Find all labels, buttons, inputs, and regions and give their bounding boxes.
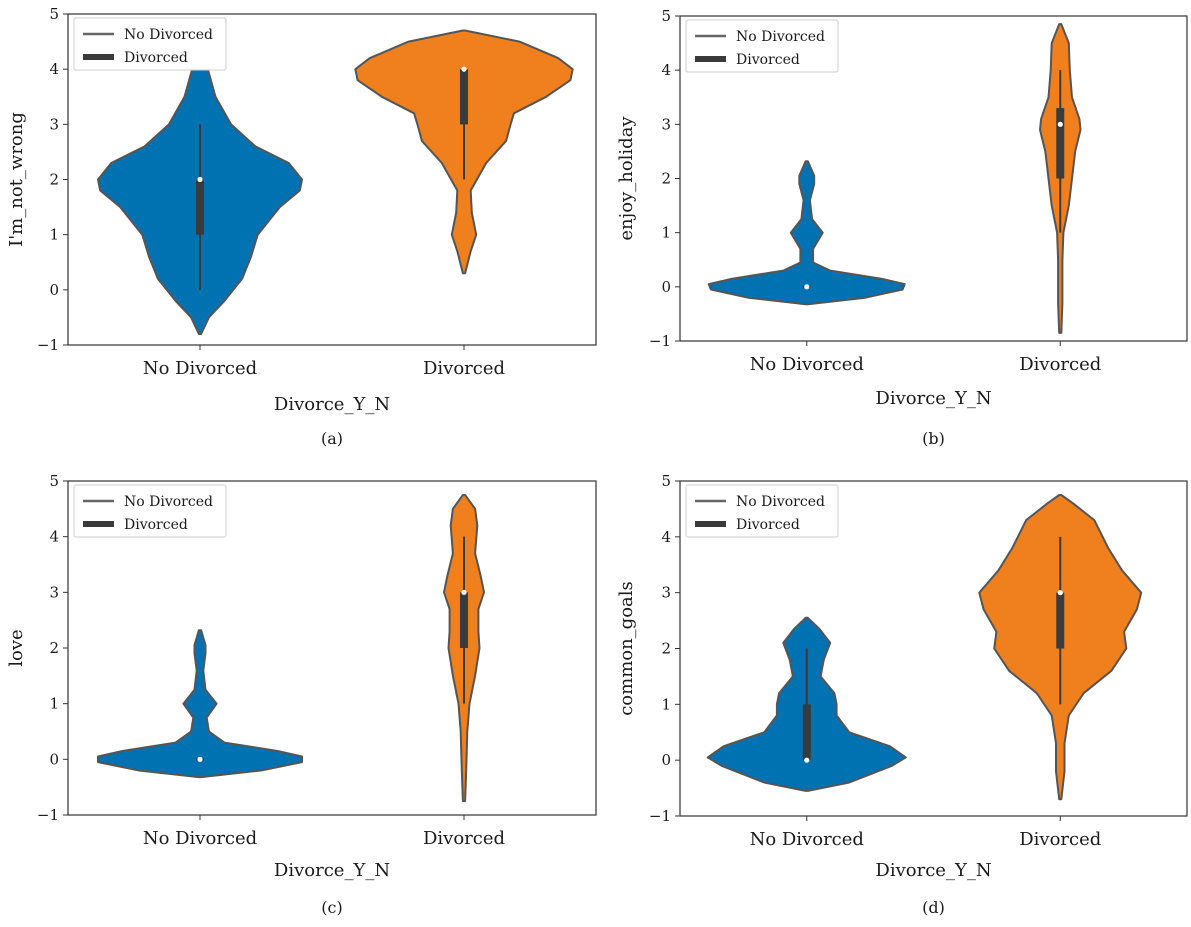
panel-caption: (c) — [321, 898, 342, 917]
legend: No Divorced Divorced — [685, 484, 839, 538]
iqr-box — [196, 179, 204, 235]
median-marker — [1057, 121, 1063, 127]
y-tick-label: 1 — [661, 224, 671, 242]
legend-label: No Divorced — [736, 29, 825, 45]
y-tick-label: 4 — [661, 528, 671, 546]
chart-panel-4: −1 0 1 2 3 4 5 No Divorced Divorced Divorce_Y_N co… — [616, 472, 1188, 917]
legend: No Divorced Divorced — [685, 19, 839, 73]
legend-label: Divorced — [124, 517, 188, 533]
y-tick-label: 3 — [661, 584, 671, 602]
y-tick-label: 5 — [49, 5, 59, 23]
y-tick-label: 3 — [49, 583, 59, 601]
y-tick-label: 1 — [49, 226, 59, 244]
iqr-box — [460, 69, 468, 125]
y-tick-label: 3 — [49, 115, 59, 133]
violin-no-divorced — [97, 629, 303, 779]
median-marker — [1057, 590, 1063, 596]
y-axis-title: love — [6, 629, 27, 666]
x-category-label: Divorced — [1019, 829, 1101, 850]
iqr-box — [460, 592, 468, 648]
y-tick-label: 3 — [661, 115, 671, 133]
y-tick-label: −1 — [649, 332, 671, 350]
y-tick-label: 2 — [661, 170, 671, 188]
y-tick-label: 4 — [661, 61, 671, 79]
median-marker — [197, 756, 203, 762]
chart-panel-3: −1 0 1 2 3 4 5 No Divorced Divorced Divorce_Y_N lo… — [6, 472, 597, 917]
x-category-label: No Divorced — [750, 829, 864, 850]
x-axis-title: Divorce_Y_N — [274, 860, 390, 881]
y-tick-label: 0 — [49, 281, 59, 299]
x-axis-title: Divorce_Y_N — [274, 394, 390, 415]
x-axis-title: Divorce_Y_N — [875, 860, 991, 881]
legend: No Divorced Divorced — [73, 484, 227, 538]
y-tick-label: 1 — [661, 695, 671, 713]
median-marker — [461, 66, 467, 72]
violin-no-divorced — [707, 160, 906, 306]
legend-label: Divorced — [736, 517, 800, 533]
legend-label: No Divorced — [124, 494, 213, 510]
x-category-label: Divorced — [423, 828, 505, 849]
y-axis-title: common_goals — [616, 581, 637, 716]
y-tick-label: 4 — [49, 528, 59, 546]
y-tick-label: 5 — [661, 7, 671, 25]
chart-panel-2: −1 0 1 2 3 4 5 No Divorced Divorced Divorce_Y_N en… — [616, 7, 1188, 448]
legend-label: Divorced — [124, 50, 188, 66]
median-marker — [804, 757, 810, 763]
y-tick-label: 0 — [661, 278, 671, 296]
y-tick-label: 1 — [49, 695, 59, 713]
x-category-label: No Divorced — [143, 358, 257, 379]
y-tick-label: 2 — [49, 171, 59, 189]
y-tick-label: −1 — [649, 807, 671, 825]
median-marker — [804, 284, 810, 290]
panel-caption: (b) — [922, 429, 945, 448]
x-category-label: No Divorced — [143, 828, 257, 849]
panel-caption: (a) — [321, 429, 343, 448]
iqr-box — [802, 704, 811, 761]
iqr-box — [1056, 108, 1065, 179]
legend-label: No Divorced — [124, 27, 213, 43]
y-tick-label: −1 — [37, 336, 59, 354]
legend-label: Divorced — [736, 52, 800, 68]
y-tick-label: 2 — [661, 640, 671, 658]
y-tick-label: 0 — [49, 750, 59, 768]
legend-label: No Divorced — [736, 494, 825, 510]
y-tick-label: 4 — [49, 60, 59, 78]
x-category-label: Divorced — [423, 358, 505, 379]
y-axis-title: I'm_not_wrong — [6, 112, 27, 247]
median-marker — [197, 176, 203, 183]
y-axis-title: enjoy_holiday — [616, 116, 637, 241]
y-tick-label: 5 — [49, 472, 59, 490]
x-axis-title: Divorce_Y_N — [875, 388, 991, 409]
x-category-label: No Divorced — [750, 354, 864, 375]
legend: No Divorced Divorced — [73, 17, 227, 71]
y-tick-label: 0 — [661, 751, 671, 769]
panel-caption: (d) — [922, 898, 945, 917]
chart-panel-1: −1 0 1 2 3 4 5 No Divorced Divorced Divorce_Y_N I'… — [6, 5, 597, 448]
y-tick-label: 5 — [661, 472, 671, 490]
median-marker — [461, 589, 467, 595]
iqr-box — [1056, 592, 1065, 649]
y-tick-label: −1 — [37, 806, 59, 824]
y-tick-label: 2 — [49, 639, 59, 657]
x-category-label: Divorced — [1019, 354, 1101, 375]
